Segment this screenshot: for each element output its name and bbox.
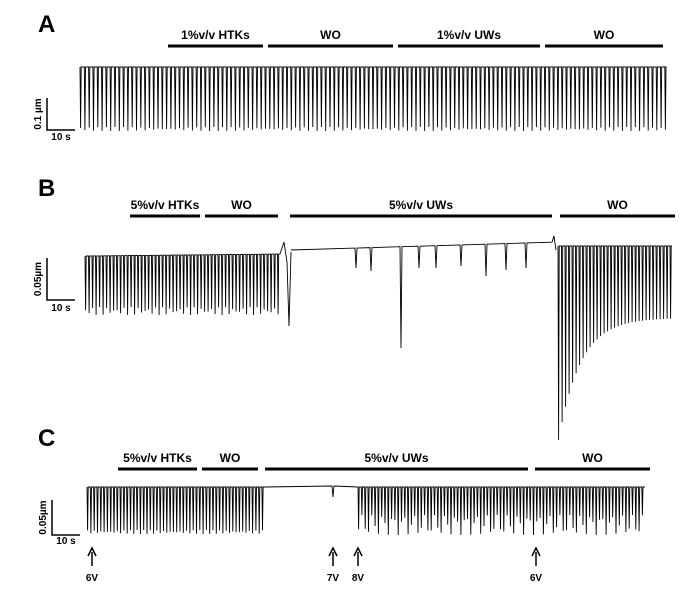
stimulus-label: 7V	[327, 573, 340, 584]
stimulus-arrow	[353, 546, 363, 566]
treatment-label: WO	[582, 451, 603, 465]
panel-label: A	[38, 11, 55, 38]
scale-bar	[46, 98, 75, 131]
treatment-label: 1%v/v UWs	[437, 28, 501, 42]
stimulus-label: 6V	[86, 573, 99, 584]
treatment-label: WO	[231, 198, 252, 212]
panel-label: B	[38, 175, 55, 202]
stimulus-label: 6V	[530, 573, 543, 584]
scale-bar	[46, 258, 75, 301]
treatment-label: WO	[320, 28, 341, 42]
treatment-label: 1%v/v HTKs	[181, 28, 250, 42]
scale-y-label: 0.05µm	[33, 262, 44, 296]
scale-bar	[51, 500, 80, 536]
stimulus-label: 8V	[352, 573, 365, 584]
treatment-label: WO	[220, 451, 241, 465]
stimulus-arrow	[87, 546, 97, 566]
treatment-label: 5%v/v UWs	[389, 198, 453, 212]
scale-x-label: 10 s	[56, 536, 76, 547]
panel-label: C	[38, 425, 55, 452]
treatment-label: WO	[607, 198, 628, 212]
treatment-label: 5%v/v HTKs	[123, 451, 192, 465]
scale-y-label: 0.1 µm	[33, 98, 44, 129]
scale-y-label: 0.05µm	[38, 500, 49, 534]
trace	[79, 66, 672, 536]
stimulus-arrow	[328, 546, 338, 566]
treatment-label: 5%v/v HTKs	[131, 198, 200, 212]
stimulus-arrow	[531, 546, 541, 566]
treatment-label: 5%v/v UWs	[364, 451, 428, 465]
treatment-label: WO	[594, 28, 615, 42]
scale-x-label: 10 s	[51, 303, 71, 314]
scale-x-label: 10 s	[51, 132, 71, 143]
